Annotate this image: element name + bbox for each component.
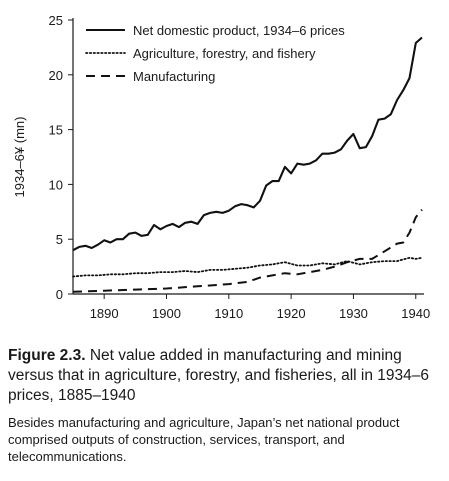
legend-label: Agriculture, forestry, and fishery (133, 46, 316, 61)
series-line-dotted (72, 256, 423, 278)
y-tick-label: 0 (56, 287, 63, 302)
y-tick-label: 15 (49, 123, 63, 138)
x-tick-label: 1940 (401, 306, 430, 321)
x-tick-label: 1920 (277, 306, 306, 321)
y-tick-label: 20 (49, 68, 63, 83)
x-tick-label: 1890 (90, 306, 119, 321)
series-line-dashed (72, 208, 423, 293)
figure-label: Figure 2.3. (8, 347, 86, 364)
chart-axes (72, 18, 424, 295)
figure-caption: Figure 2.3. Net value added in manufactu… (8, 346, 444, 465)
y-tick-label: 25 (49, 13, 63, 28)
x-tick-label: 1930 (339, 306, 368, 321)
line-chart: 0 5 10 15 20 25 1890 1900 1910 1920 1930 1940 1934… (12, 13, 430, 321)
y-axis-label: 1934–6¥ (mn) (12, 117, 27, 198)
series-lines (72, 36, 423, 293)
y-tick-label: 5 (56, 232, 63, 247)
y-axis-ticks: 0 5 10 15 20 25 (49, 13, 73, 302)
x-tick-label: 1910 (214, 306, 243, 321)
legend-label: Manufacturing (133, 69, 215, 84)
series-line-solid (72, 36, 423, 252)
y-tick-label: 10 (49, 177, 63, 192)
x-tick-label: 1900 (152, 306, 181, 321)
legend: Net domestic product, 1934–6 prices Agric… (85, 23, 345, 84)
caption-note: Besides manufacturing and agriculture, J… (8, 415, 400, 464)
x-axis-ticks: 1890 1900 1910 1920 1930 1940 (90, 294, 430, 321)
caption-text: Net value added in manufacturing and min… (8, 347, 430, 404)
legend-label: Net domestic product, 1934–6 prices (133, 23, 345, 38)
caption-title: Figure 2.3. Net value added in manufactu… (8, 346, 444, 406)
